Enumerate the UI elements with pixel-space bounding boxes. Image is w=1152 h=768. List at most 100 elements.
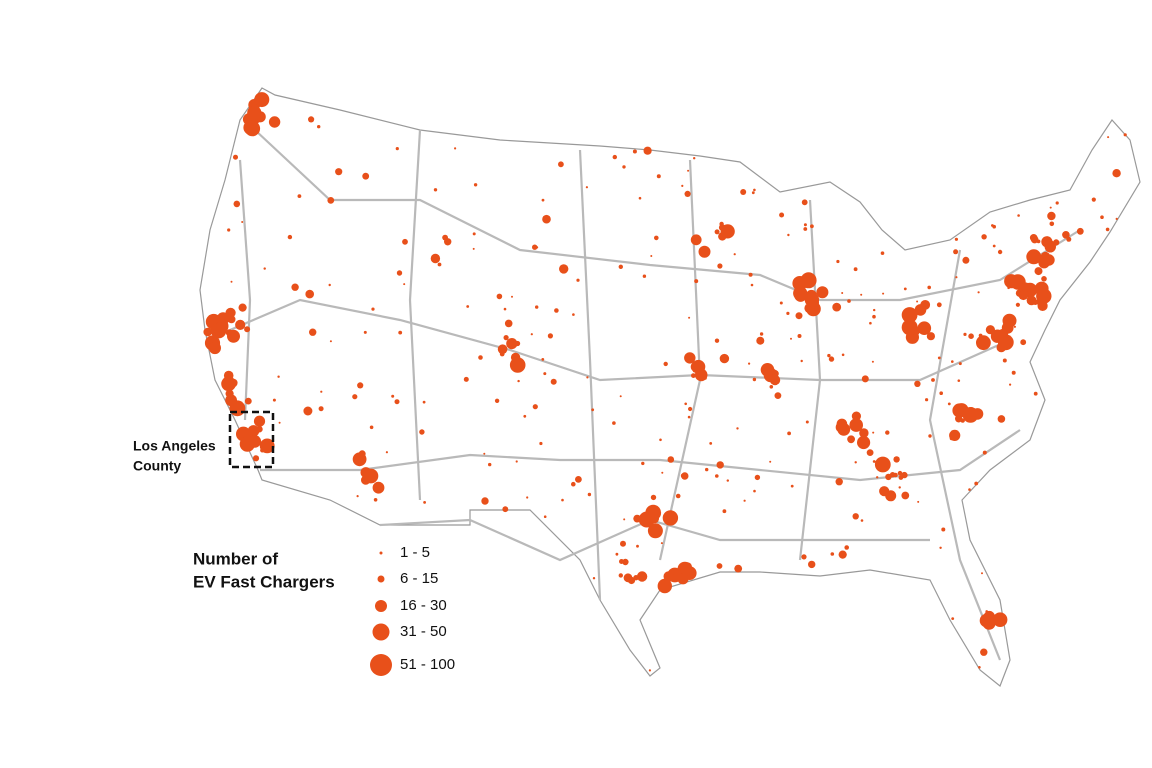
charger-dot <box>1026 295 1037 306</box>
charger-dot <box>541 358 545 361</box>
charger-dot <box>885 490 897 502</box>
charger-dot <box>543 515 547 518</box>
charger-dot <box>740 189 747 195</box>
charger-dot <box>1020 282 1031 292</box>
charger-dot <box>1009 383 1012 386</box>
charger-dot <box>901 307 918 323</box>
charger-dot <box>857 435 871 450</box>
charger-dot <box>748 362 751 365</box>
charger-dot <box>277 375 280 378</box>
charger-dot <box>926 332 936 341</box>
charger-dot <box>272 398 276 402</box>
charger-dot <box>225 307 236 318</box>
charger-dot <box>838 550 847 559</box>
charger-dot <box>851 411 862 421</box>
charger-dot <box>327 197 335 204</box>
charger-dot <box>917 321 932 336</box>
charger-dot <box>1002 358 1007 363</box>
charger-dot <box>847 299 851 303</box>
charger-dot <box>901 471 908 479</box>
charger-dot <box>503 307 507 311</box>
charger-dot <box>917 500 920 503</box>
charger-dot <box>734 564 743 573</box>
charger-dot <box>978 666 981 669</box>
charger-dot <box>963 332 967 336</box>
legend-marker <box>375 600 387 612</box>
charger-dot <box>860 293 863 296</box>
charger-dot <box>719 353 730 364</box>
charger-dot <box>499 351 505 357</box>
charger-dot <box>688 406 693 412</box>
charger-dot <box>506 338 518 350</box>
charger-dot <box>356 495 359 498</box>
charger-dot <box>615 552 619 556</box>
charger-dot <box>253 415 266 427</box>
charger-dot <box>472 247 475 250</box>
charger-dot <box>698 245 711 258</box>
charger-dot <box>889 472 896 478</box>
charger-dot <box>677 573 689 585</box>
charger-dot <box>363 330 367 334</box>
charger-dot <box>687 169 690 172</box>
charger-dot <box>797 334 802 338</box>
charger-dot <box>419 429 425 435</box>
charger-dot <box>656 174 661 179</box>
charger-dot <box>859 428 869 438</box>
charger-dot <box>504 319 513 328</box>
charger-dot <box>648 669 652 672</box>
charger-dot <box>1042 236 1052 245</box>
charger-dot <box>328 283 331 287</box>
charger-dot <box>1053 239 1060 246</box>
legend-marker <box>372 623 390 641</box>
charger-dot <box>403 283 406 286</box>
charger-dot <box>874 456 891 473</box>
charger-dot <box>472 232 476 236</box>
charger-dot <box>627 576 636 585</box>
charger-dot <box>828 356 835 362</box>
charger-dot <box>535 305 539 309</box>
charger-dot <box>803 223 807 227</box>
charger-dot <box>1028 293 1033 299</box>
charger-dot <box>1076 227 1084 235</box>
charger-dot <box>688 316 691 319</box>
charger-dot <box>752 377 757 382</box>
charger-dot <box>1055 201 1059 205</box>
charger-dot <box>1034 267 1043 276</box>
charger-dot <box>515 460 518 463</box>
charger-dot <box>841 353 845 357</box>
charger-dot <box>753 489 756 493</box>
charger-dot <box>663 571 674 582</box>
charger-dot <box>663 361 668 367</box>
charger-dot <box>391 394 395 398</box>
charger-dot <box>309 328 317 336</box>
charger-dot <box>726 479 729 482</box>
charger-dot <box>1049 206 1052 209</box>
charger-dot <box>660 542 663 545</box>
charger-dot <box>620 540 626 547</box>
charger-dot <box>352 394 358 400</box>
charger-dot <box>790 337 792 340</box>
charger-dot <box>1100 215 1104 219</box>
charger-dot <box>793 286 808 301</box>
charger-dot <box>622 558 629 566</box>
charger-dot <box>880 251 885 255</box>
charger-dot <box>395 147 399 151</box>
charger-dot <box>743 499 746 502</box>
charger-dot <box>511 295 513 298</box>
charger-dot <box>558 161 564 168</box>
charger-dot <box>941 527 946 532</box>
charger-dot <box>955 415 963 423</box>
charger-dot <box>968 333 974 340</box>
charger-dot <box>684 352 696 364</box>
charger-dot <box>992 244 996 248</box>
charger-dot <box>736 427 739 430</box>
charger-dot <box>650 255 653 257</box>
charger-dot <box>362 172 370 180</box>
charger-dot <box>803 227 808 231</box>
charger-dot <box>227 315 236 324</box>
charger-dot <box>592 577 596 580</box>
charger-dot <box>690 361 702 373</box>
charger-dot <box>981 572 983 575</box>
charger-dot <box>402 238 408 245</box>
charger-dot <box>260 448 265 453</box>
